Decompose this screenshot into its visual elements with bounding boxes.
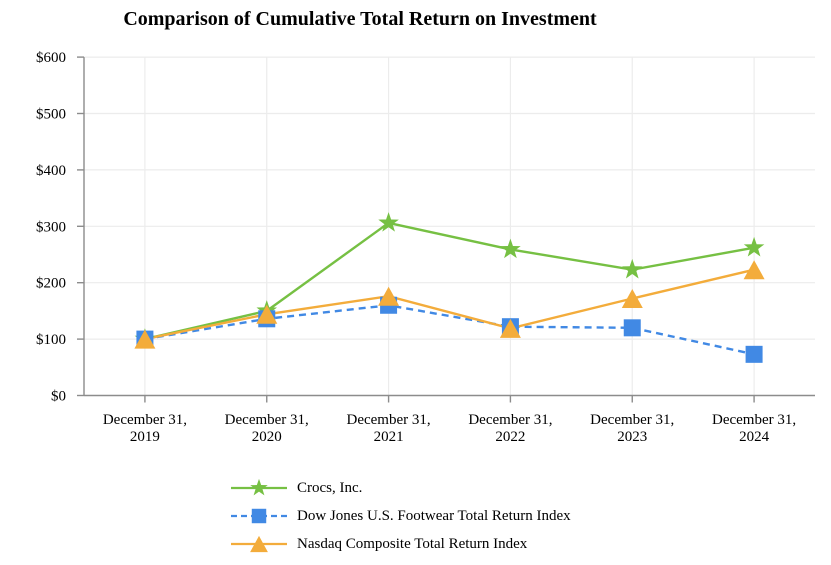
square-marker — [251, 508, 267, 524]
triangle-marker — [134, 329, 156, 349]
x-axis-tick-label: December 31, 2020 — [225, 412, 309, 445]
y-axis-tick-label: $200 — [36, 276, 66, 292]
axes: $0 $100 $200 $300 $400 $500 $600 December 31, 20… — [36, 50, 815, 445]
legend-swatch-star-icon — [231, 478, 287, 496]
legend-label: Dow Jones U.S. Footwear Total Return Ind… — [297, 507, 571, 524]
series-markers-crocs — [134, 212, 765, 348]
triangle-marker — [250, 535, 268, 553]
series-line-crocs — [144, 221, 755, 341]
series-markers-dow-jones-us-footwear — [136, 296, 763, 363]
y-axis-tick-label: $400 — [36, 163, 66, 179]
legend-item-dow-jones-us-footwear: Dow Jones U.S. Footwear Total Return Ind… — [230, 502, 571, 530]
star-marker — [500, 238, 521, 259]
star-marker — [621, 258, 643, 279]
y-axis-tick-label: $500 — [36, 107, 66, 123]
series-line-nasdaq-composite — [144, 268, 755, 341]
star-marker — [378, 212, 399, 232]
legend-item-crocs: Crocs, Inc. — [230, 474, 571, 502]
y-axis-tick-label: $100 — [36, 332, 66, 348]
chart-legend: Crocs, Inc. Dow Jones U.S. Footwear Tota… — [230, 474, 571, 558]
legend-swatch-triangle-icon — [231, 535, 287, 553]
triangle-marker — [499, 318, 521, 338]
square-marker — [623, 319, 641, 337]
star-marker — [743, 236, 765, 257]
legend-label: Nasdaq Composite Total Return Index — [297, 535, 528, 552]
x-axis-tick-label: December 31, 2021 — [347, 412, 431, 445]
series-markers-nasdaq-composite — [134, 260, 765, 349]
star-marker — [250, 478, 268, 496]
x-axis-tick-label: December 31, 2019 — [103, 412, 187, 445]
y-axis-tick-label: $0 — [51, 389, 66, 405]
x-axis-tick-label: December 31, 2024 — [712, 412, 796, 445]
series-line-dow-jones-us-footwear — [144, 304, 755, 356]
legend-swatch-square-icon — [231, 508, 287, 524]
triangle-marker — [378, 286, 400, 306]
triangle-marker — [743, 260, 765, 280]
triangle-marker — [256, 304, 278, 324]
legend-item-nasdaq-composite: Nasdaq Composite Total Return Index — [230, 530, 571, 558]
line-chart-plot: $0 $100 $200 $300 $400 $500 $600 December 31, 20… — [36, 50, 815, 445]
y-axis-tick-label: $300 — [36, 219, 66, 235]
square-marker — [745, 345, 763, 363]
x-axis-tick-label: December 31, 2022 — [468, 412, 552, 445]
chart-title: Comparison of Cumulative Total Return on… — [123, 8, 597, 30]
y-axis-tick-label: $600 — [36, 50, 66, 66]
legend-label: Crocs, Inc. — [297, 479, 363, 496]
triangle-marker — [621, 289, 643, 308]
x-axis-tick-label: December 31, 2023 — [590, 412, 674, 445]
